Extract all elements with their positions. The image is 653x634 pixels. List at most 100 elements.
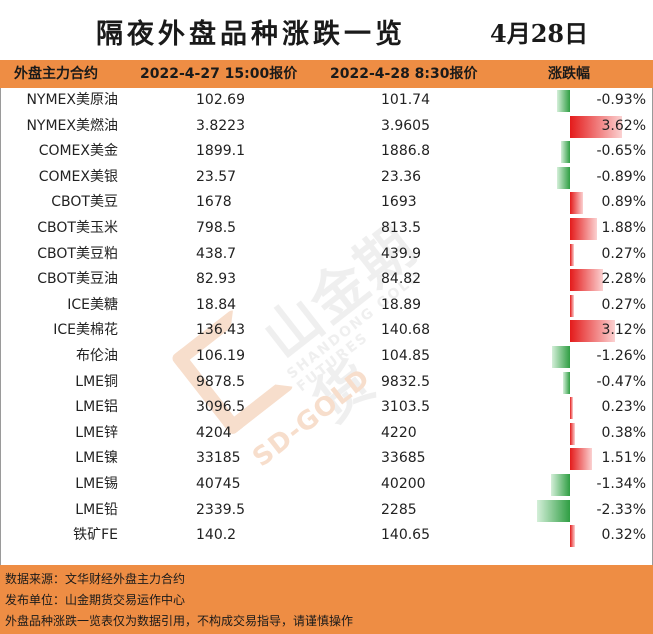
- price-2: 140.68: [381, 322, 430, 339]
- table-row: LME锡 40745 40200 -1.34%: [0, 472, 653, 498]
- contract-name: LME锡: [75, 476, 118, 492]
- contract-name: 铁矿FE: [73, 527, 118, 544]
- table-row: LME锌 4204 4220 0.38%: [0, 421, 653, 447]
- price-1: 106.19: [196, 348, 245, 364]
- price-1: 3096.5: [196, 399, 245, 416]
- price-2: 140.65: [381, 527, 430, 544]
- change-percent: 2.28%: [601, 271, 646, 288]
- table-row: CBOT美豆油 82.93 84.82 2.28%: [0, 267, 653, 293]
- change-bar: [557, 166, 570, 189]
- price-2: 813.5: [381, 220, 422, 236]
- table-row: NYMEX美原油 102.69 101.74 -0.93%: [0, 88, 653, 114]
- change-bar: [570, 525, 575, 548]
- change-percent: -2.33%: [596, 501, 646, 518]
- price-1: 140.2: [196, 527, 237, 544]
- change-bar: [570, 448, 592, 471]
- price-2: 1886.8: [381, 143, 430, 160]
- change-percent: 1.88%: [601, 220, 646, 236]
- price-1: 33185: [196, 450, 241, 467]
- change-percent: -1.34%: [596, 476, 646, 492]
- header-price-2: 2022-4-28 8:30报价: [330, 66, 478, 82]
- price-1: 438.7: [196, 245, 237, 262]
- table-row: LME铜 9878.5 9832.5 -0.47%: [0, 370, 653, 396]
- header-change: 涨跌幅: [548, 66, 590, 82]
- contract-name: ICE美糖: [67, 296, 118, 313]
- price-2: 33685: [381, 450, 426, 467]
- price-2: 1693: [381, 194, 417, 211]
- change-bar: [570, 397, 574, 420]
- change-bar: [563, 371, 570, 394]
- price-1: 82.93: [196, 271, 237, 288]
- price-1: 3.8223: [196, 117, 245, 134]
- table-row: COMEX美金 1899.1 1886.8 -0.65%: [0, 139, 653, 165]
- change-percent: 3.62%: [601, 117, 646, 134]
- title-bar: 隔夜外盘品种涨跌一览 4月28日: [0, 0, 653, 60]
- price-2: 4220: [381, 424, 417, 441]
- page-title: 隔夜外盘品种涨跌一览: [96, 19, 406, 50]
- table-row: ICE美糖 18.84 18.89 0.27%: [0, 293, 653, 319]
- contract-name: CBOT美豆油: [37, 271, 118, 288]
- footer-source: 数据来源：文华财经外盘主力合约: [5, 572, 186, 586]
- price-1: 798.5: [196, 220, 237, 236]
- change-bar: [570, 243, 574, 266]
- change-bar: [570, 192, 583, 215]
- change-percent: 0.38%: [601, 424, 646, 441]
- change-percent: 0.27%: [601, 245, 646, 262]
- price-2: 18.89: [381, 296, 422, 313]
- contract-name: 布伦油: [76, 348, 118, 364]
- change-percent: -0.93%: [596, 92, 646, 108]
- footer-disclaimer: 外盘品种涨跌一览表仅为数据引用，不构成交易指导，请谨慎操作: [5, 614, 354, 628]
- contract-name: LME铜: [75, 373, 118, 390]
- contract-name: LME镍: [75, 450, 118, 467]
- contract-name: CBOT美豆粕: [37, 245, 118, 262]
- footer: 数据来源：文华财经外盘主力合约 发布单位：山金期货交易运作中心 外盘品种涨跌一览…: [0, 565, 653, 634]
- price-2: 104.85: [381, 348, 430, 364]
- change-bar: [560, 141, 570, 164]
- header-contract: 外盘主力合约: [14, 66, 98, 82]
- contract-name: LME锌: [75, 424, 118, 441]
- contract-name: NYMEX美燃油: [26, 117, 118, 134]
- price-1: 18.84: [196, 296, 237, 313]
- change-bar: [570, 294, 574, 317]
- table-row: LME铝 3096.5 3103.5 0.23%: [0, 395, 653, 421]
- change-bar: [551, 346, 570, 368]
- change-bar: [570, 218, 597, 240]
- table-header: 外盘主力合约 2022-4-27 15:00报价 2022-4-28 8:30报…: [0, 60, 653, 88]
- price-2: 40200: [381, 476, 426, 492]
- table-row: CBOT美豆粕 438.7 439.9 0.27%: [0, 242, 653, 268]
- contract-name: ICE美棉花: [53, 322, 118, 339]
- table-row: 铁矿FE 140.2 140.65 0.32%: [0, 523, 653, 549]
- contract-name: CBOT美玉米: [37, 220, 118, 236]
- change-percent: -1.26%: [596, 348, 646, 364]
- price-2: 2285: [381, 501, 417, 518]
- report-date: 4月28日: [490, 19, 589, 48]
- table-row: 布伦油 106.19 104.85 -1.26%: [0, 344, 653, 370]
- price-1: 102.69: [196, 92, 245, 108]
- table-row: ICE美棉花 136.43 140.68 3.12%: [0, 318, 653, 344]
- table-row: LME镍 33185 33685 1.51%: [0, 446, 653, 472]
- change-percent: 0.32%: [601, 527, 646, 544]
- change-percent: -0.47%: [596, 373, 646, 390]
- price-2: 439.9: [381, 245, 422, 262]
- contract-name: NYMEX美原油: [26, 92, 118, 108]
- contract-name: LME铝: [75, 399, 118, 416]
- change-percent: 0.23%: [601, 399, 646, 416]
- price-2: 101.74: [381, 92, 430, 108]
- table-row: NYMEX美燃油 3.8223 3.9605 3.62%: [0, 114, 653, 140]
- price-2: 3.9605: [381, 117, 430, 134]
- table-row: CBOT美玉米 798.5 813.5 1.88%: [0, 216, 653, 242]
- change-percent: -0.65%: [596, 143, 646, 160]
- contract-name: COMEX美金: [38, 143, 118, 160]
- contract-name: COMEX美银: [38, 168, 118, 185]
- change-bar: [536, 499, 570, 522]
- price-1: 136.43: [196, 322, 245, 339]
- table-row: COMEX美银 23.57 23.36 -0.89%: [0, 165, 653, 191]
- contract-name: CBOT美豆: [51, 194, 118, 211]
- footer-publisher: 发布单位：山金期货交易运作中心: [5, 593, 186, 607]
- price-1: 4204: [196, 424, 232, 441]
- change-bar: [570, 269, 603, 292]
- price-1: 1899.1: [196, 143, 245, 160]
- price-2: 23.36: [381, 168, 422, 185]
- change-percent: 0.27%: [601, 296, 646, 313]
- change-percent: 1.51%: [601, 450, 646, 467]
